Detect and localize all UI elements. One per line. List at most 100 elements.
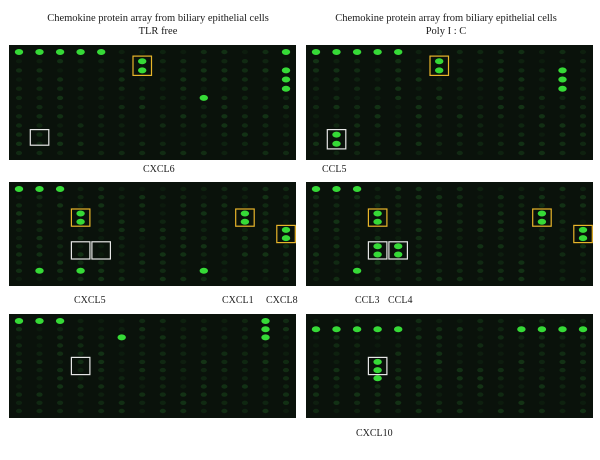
array-spot: [436, 95, 443, 101]
array-spot: [180, 359, 187, 365]
array-spot: [559, 343, 566, 348]
array-spot: [312, 195, 320, 200]
array-spot: [497, 104, 504, 110]
bright-spot: [35, 267, 44, 274]
array-spot: [312, 104, 320, 110]
array-spot: [241, 132, 248, 137]
array-spot: [282, 343, 290, 348]
array-spot: [282, 327, 290, 332]
array-spot: [477, 252, 484, 257]
array-spot: [518, 211, 525, 216]
array-spot: [497, 227, 504, 233]
array-spot: [36, 114, 43, 119]
highlight-box-white: [70, 356, 91, 376]
array-spot: [180, 141, 187, 146]
array-spot: [159, 68, 166, 73]
array-spot: [139, 335, 146, 340]
array-spot: [497, 343, 504, 348]
array-spot: [262, 59, 269, 64]
array-spot: [579, 260, 587, 265]
array-spot: [221, 150, 228, 156]
array-spot: [118, 252, 125, 257]
array-spot: [15, 219, 23, 224]
array-spot: [477, 219, 484, 224]
array-spot: [456, 327, 463, 332]
array-spot: [139, 343, 146, 348]
array-spot: [200, 351, 207, 356]
array-spot: [139, 376, 146, 381]
array-spot: [538, 400, 545, 405]
array-spot: [77, 150, 84, 156]
bright-spot: [261, 334, 270, 341]
array-spot: [221, 392, 228, 397]
array-spot: [354, 260, 361, 265]
array-spot: [415, 351, 422, 356]
array-spot: [497, 408, 504, 414]
array-spot: [118, 367, 125, 373]
array-spot: [282, 114, 290, 119]
array-spot: [15, 268, 23, 273]
array-spot: [312, 68, 320, 73]
array-spot: [180, 376, 187, 381]
array-spot: [180, 186, 187, 192]
bright-spot: [394, 326, 403, 333]
array-spot: [354, 235, 361, 241]
array-spot: [477, 367, 484, 373]
highlight-box-white: [388, 241, 409, 260]
array-spot: [139, 318, 146, 324]
array-spot: [415, 376, 422, 381]
array-spot: [98, 335, 105, 340]
array-spot: [241, 114, 248, 119]
array-spot: [374, 235, 381, 241]
array-spot: [282, 335, 290, 340]
array-spot: [579, 186, 587, 192]
array-spot: [538, 227, 545, 233]
bright-spot: [76, 218, 85, 225]
array-spot: [477, 408, 484, 414]
array-spot: [497, 211, 504, 216]
array-image: [306, 314, 593, 418]
array-spot: [333, 351, 340, 356]
array-spot: [241, 392, 248, 397]
array-spot: [139, 77, 146, 82]
array-spot: [415, 49, 422, 55]
array-spot: [282, 318, 290, 324]
array-spot: [354, 132, 361, 137]
bright-spot: [537, 326, 547, 333]
array-spot: [456, 335, 463, 340]
array-spot: [98, 392, 105, 397]
bright-spot: [352, 326, 362, 333]
array-spot: [415, 95, 422, 101]
array-spot: [579, 141, 587, 146]
array-spot: [98, 104, 105, 110]
array-spot: [139, 104, 146, 110]
array-spot: [374, 408, 381, 414]
bright-spot: [311, 326, 321, 333]
array-spot: [497, 327, 504, 332]
array-spot: [262, 268, 269, 273]
array-spot: [221, 141, 228, 146]
array-spot: [538, 195, 545, 200]
bright-spot: [14, 186, 24, 192]
array-spot: [200, 408, 207, 414]
array-spot: [262, 195, 269, 200]
array-spot: [282, 141, 290, 146]
array-spot: [312, 351, 320, 356]
array-spot: [395, 77, 402, 82]
array-spot: [221, 244, 228, 249]
array-spot: [180, 77, 187, 82]
array-spot: [180, 335, 187, 340]
array-spot: [241, 227, 248, 233]
array-spot: [354, 276, 361, 282]
array-spot: [415, 235, 422, 241]
array-spot: [518, 123, 525, 128]
array-spot: [333, 408, 340, 414]
bright-spot: [558, 326, 567, 333]
array-spot: [333, 384, 340, 389]
array-spot: [77, 114, 84, 119]
array-spot: [559, 244, 566, 249]
array-spot: [456, 400, 463, 405]
array-spot: [159, 77, 166, 82]
array-spot: [333, 86, 340, 91]
array-spot: [497, 260, 504, 265]
